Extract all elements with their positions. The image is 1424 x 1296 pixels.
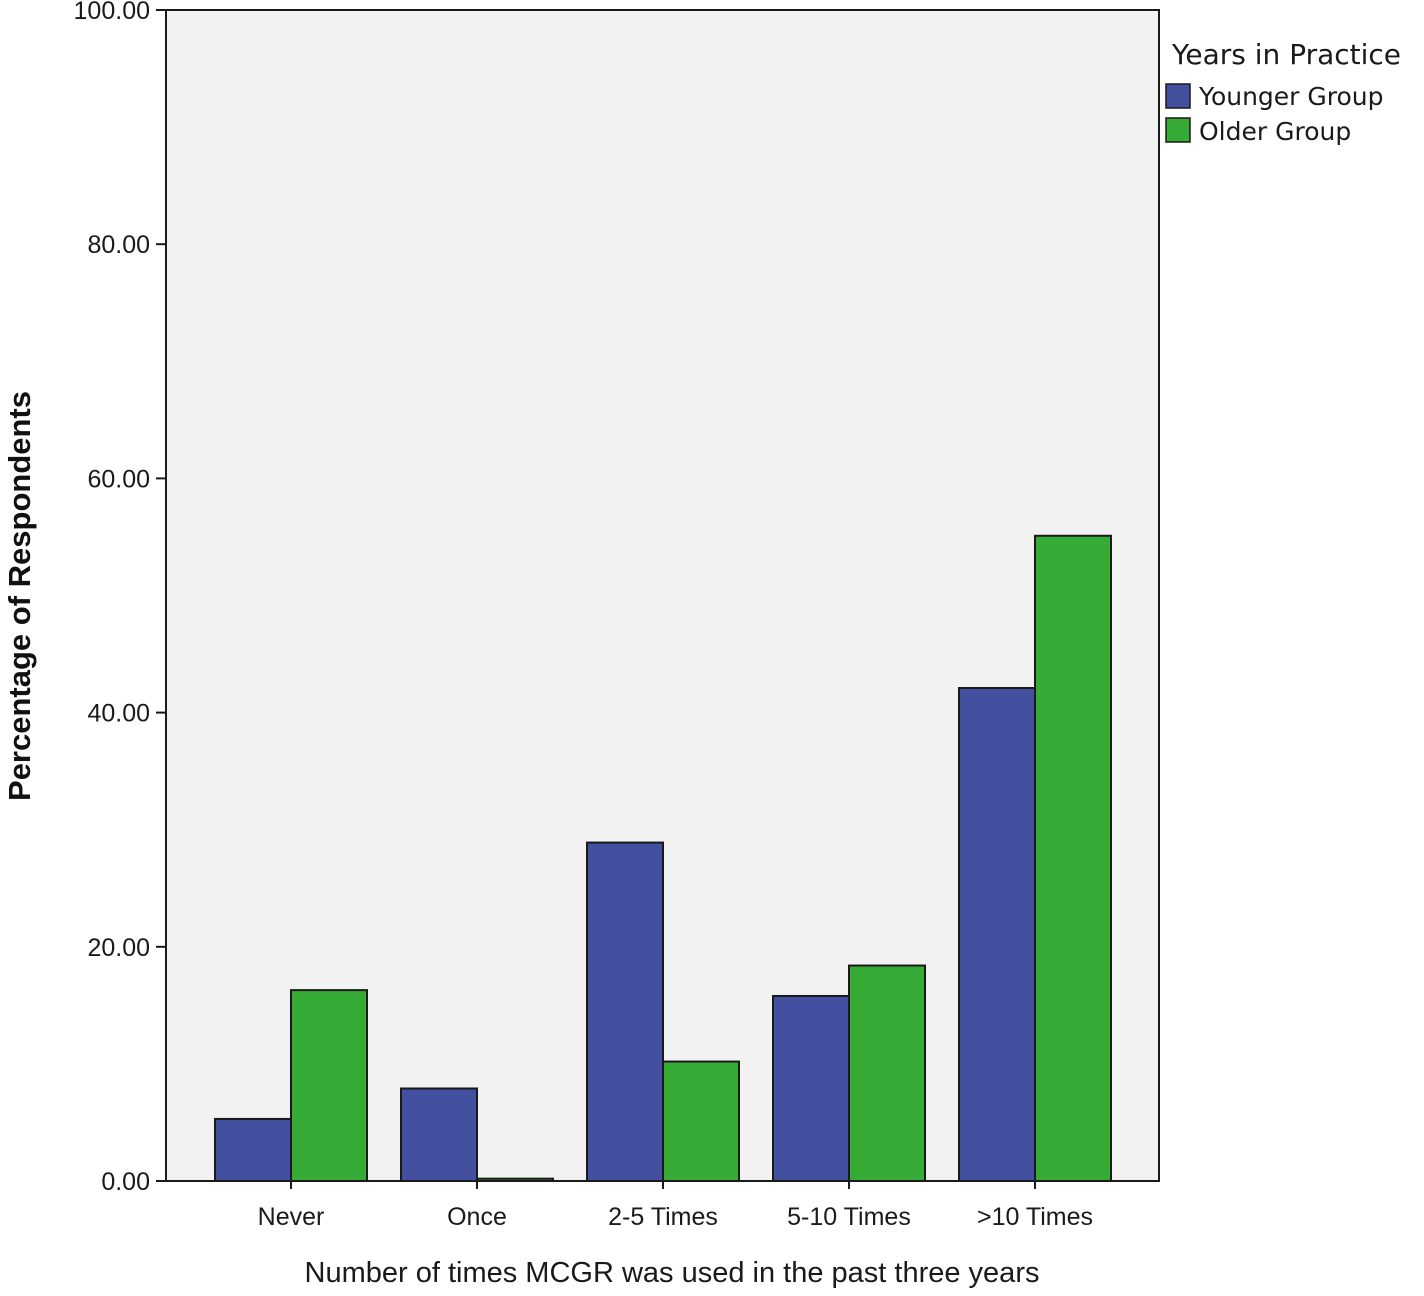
legend-swatch-younger-group [1165, 83, 1191, 109]
y-tick-label: 60.00 [87, 465, 150, 493]
y-tick-label: 0.00 [101, 1168, 150, 1196]
bar-younger-group-5-10-times [772, 994, 850, 1182]
legend-swatch-older-group [1165, 117, 1191, 143]
y-tick-label: 100.00 [74, 0, 150, 25]
x-axis-tick-labels: Never Once 2-5 Times 5-10 Times >10 Times [258, 1181, 1093, 1231]
bar-older-group-never [290, 989, 368, 1183]
bars-group [214, 534, 1112, 1183]
bar-younger-group-10-times [958, 687, 1036, 1182]
bar-older-group-once [476, 1177, 554, 1182]
x-axis-title: Number of times MCGR was used in the pas… [305, 1257, 1040, 1289]
bar-older-group-10-times [1034, 534, 1112, 1182]
y-tick-label: 40.00 [87, 700, 150, 728]
bar-older-group-5-10-times [848, 964, 926, 1183]
legend-title: Years in Practice [1171, 38, 1401, 71]
x-tick-label: Once [447, 1203, 507, 1231]
legend: Years in Practice Younger Group Older Gr… [1165, 38, 1401, 146]
bar-younger-group-once [400, 1087, 478, 1182]
y-tick-label: 20.00 [87, 934, 150, 962]
x-tick-label: >10 Times [977, 1203, 1093, 1231]
x-tick-label: 2-5 Times [608, 1203, 718, 1231]
x-tick-label: Never [258, 1203, 325, 1231]
legend-label-younger-group: Younger Group [1198, 82, 1384, 111]
bar-younger-group-2-5-times [586, 841, 664, 1182]
y-tick-label: 80.00 [87, 231, 150, 259]
x-tick-label: 5-10 Times [787, 1203, 911, 1231]
legend-label-older-group: Older Group [1199, 117, 1351, 146]
bar-younger-group-never [214, 1117, 292, 1183]
y-axis-ticks: 0.00 20.00 40.00 60.00 80.00 100.00 [74, 0, 166, 1196]
y-axis-title: Percentage of Respondents [2, 391, 37, 801]
bar-older-group-2-5-times [662, 1060, 740, 1182]
